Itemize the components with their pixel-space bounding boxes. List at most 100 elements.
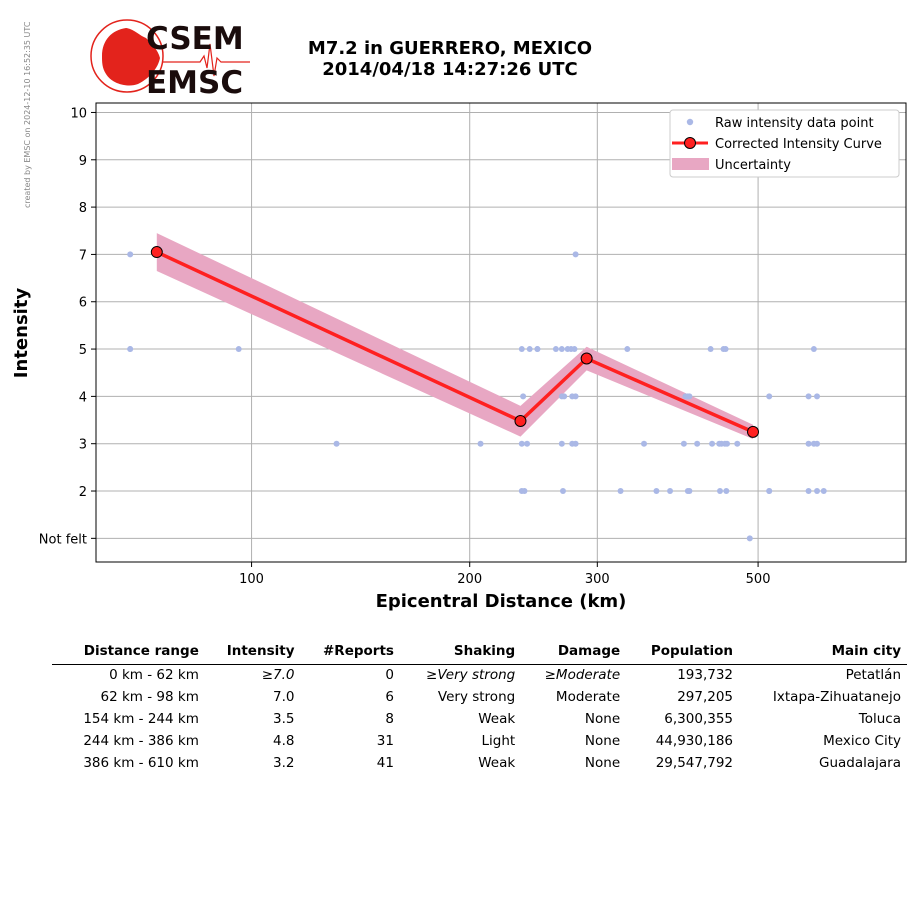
legend-label-uncertainty: Uncertainty [715,158,791,173]
table-cell: 244 km - 386 km [83,733,199,749]
y-tick-label: 5 [79,343,87,358]
raw-data-point [127,346,134,353]
y-tick-label: 3 [79,438,87,453]
y-axis-ticks: Not felt 2 3 4 5 6 7 8 9 10 [39,106,96,547]
legend-point-swatch [686,118,694,126]
table-cell: 62 km - 98 km [100,689,199,705]
legend-label-raw: Raw intensity data point [715,116,874,131]
table-row: 244 km - 386 km 4.8 31 Light None 44,930,186 M… [52,731,907,753]
legend-label-curve: Corrected Intensity Curve [715,137,882,152]
y-tick-label: 9 [79,154,87,169]
raw-data-point [814,393,821,400]
table-cell: 0 [385,667,394,683]
curve-marker [580,352,593,365]
raw-data-point [820,488,827,495]
legend-uncertainty-swatch [672,158,709,170]
logo-ring [90,19,164,93]
table-header: Distance range Intensity #Reports Shaking Da… [52,640,907,665]
raw-data-point [814,440,821,447]
raw-data-point [805,393,812,400]
table-cell: 3.2 [273,755,295,771]
raw-data-point [694,440,701,447]
raw-data-point [810,346,817,353]
raw-data-point [477,440,484,447]
table-row: 386 km - 610 km 3.2 41 Weak None 29,547,792 Gu… [52,753,907,775]
table-cell: 8 [385,711,394,727]
csem-emsc-logo: CSEM EMSC [90,19,250,96]
table-cell: 0 km - 62 km [109,667,199,683]
table-cell: ≥Very strong [426,667,516,683]
plot-frame [95,102,907,563]
table-header-cell: Main city [739,640,907,665]
raw-data-point [680,440,687,447]
raw-data-point [746,535,753,542]
table-cell: Weak [478,755,516,771]
logo-seismogram [162,43,250,77]
corrected-curve [150,246,760,438]
y-tick-label: 7 [79,248,87,263]
logo-top-text: CSEM [146,21,244,57]
table-cell: 3.5 [273,711,295,727]
raw-data-point [526,346,533,353]
intensity-chart: 100 200 300 500 Not felt 2 3 4 5 6 7 8 9 10 Epicentr… [11,102,907,612]
x-tick-label: 500 [746,572,771,587]
uncertainty-area [156,233,754,439]
table-header-cell: Intensity [204,640,301,665]
raw-data-point [520,393,527,400]
logo-bottom-text: EMSC [146,65,243,96]
raw-data-point [572,251,579,258]
table-cell: ≥7.0 [261,667,295,683]
raw-data-point [641,440,648,447]
title-line-2: 2014/04/18 14:27:26 UTC [322,59,578,80]
curve-line [156,250,754,434]
table-cell: Guadalajara [818,755,901,771]
table-cell: 29,547,792 [655,755,734,771]
raw-data-point [518,440,525,447]
raw-data-point [559,488,566,495]
table-cell: 297,205 [677,689,734,705]
raw-data-point [235,346,242,353]
table-cell: 41 [376,755,394,771]
intensity-table: Distance range Intensity #Reports Shaking Da… [52,640,907,775]
y-axis-label: Intensity [11,288,32,379]
table-cell: 6 [385,689,394,705]
raw-data-point [561,393,568,400]
raw-points [127,251,827,542]
table-header-cell: Population [626,640,740,665]
x-tick-label: 200 [457,572,482,587]
table-header-cell: Damage [521,640,627,665]
raw-data-point [707,346,714,353]
y-tick-label: 6 [79,296,87,311]
table-cell: Petatlán [845,667,901,683]
table-cell: Very strong [437,689,516,705]
table-cell: 6,300,355 [664,711,734,727]
table-cell: 44,930,186 [655,733,734,749]
table-cell: None [584,733,621,749]
raw-data-point [571,346,578,353]
table-cell: 7.0 [273,689,295,705]
y-tick-label: 8 [79,201,87,216]
legend-box [669,109,900,178]
table-cell: 4.8 [273,733,295,749]
raw-data-point [518,346,525,353]
raw-data-point [653,488,660,495]
title-line-1: M7.2 in GUERRERO, MEXICO [307,38,593,59]
raw-data-point [686,488,693,495]
raw-data-point [552,346,559,353]
raw-data-point [805,440,812,447]
raw-data-point [814,488,821,495]
table-cell: Light [481,733,516,749]
raw-data-point [572,440,579,447]
raw-data-point [709,440,716,447]
table-cell: None [584,755,621,771]
y-tick-label: 2 [79,485,87,500]
chart-title: M7.2 in GUERRERO, MEXICO 2014/04/18 14:2… [300,38,600,80]
raw-data-point [724,440,731,447]
x-tick-label: 100 [239,572,264,587]
raw-data-point [667,488,674,495]
raw-data-point [734,440,741,447]
raw-data-point [521,488,528,495]
table-cell: Mexico City [823,733,901,749]
raw-data-point [766,393,773,400]
table-row: 0 km - 62 km ≥7.0 0 ≥Very strong ≥Moderate 19… [52,665,907,688]
